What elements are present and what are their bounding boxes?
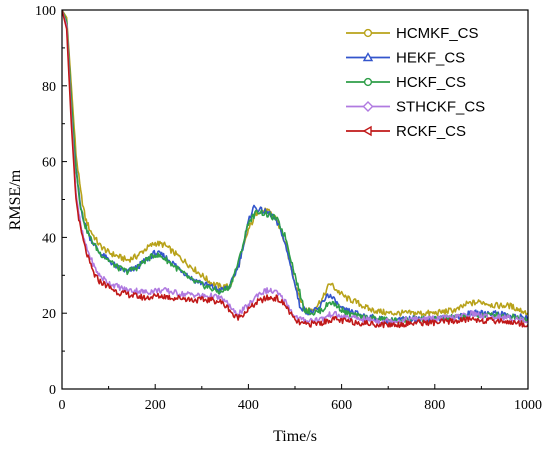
series-layer: [62, 10, 528, 329]
x-tick-label: 1000: [514, 398, 542, 413]
legend-marker: [362, 125, 372, 137]
y-tick-labels: 0 20 40 60 80 100: [35, 4, 56, 398]
legend-entry: STHCKF_CS: [346, 99, 485, 116]
legend-label: HEKF_CS: [396, 50, 465, 67]
legend-entry: RCKF_CS: [346, 123, 466, 140]
y-axis-title: RMSE/m: [7, 169, 24, 230]
legend-marker: [362, 52, 374, 62]
y-tick-label: 0: [49, 383, 56, 398]
y-tick-label: 60: [42, 156, 56, 171]
legend-entry: HEKF_CS: [346, 50, 465, 67]
legend-label: HCMKF_CS: [396, 25, 479, 42]
legend-label: HCKF_CS: [396, 74, 466, 91]
y-tick-label: 100: [35, 4, 56, 19]
legend-marker: [362, 101, 374, 112]
x-axis-title: Time/s: [273, 428, 317, 445]
series-line-sthckf-cs: [62, 10, 528, 325]
x-tick-label: 800: [424, 398, 445, 413]
x-tick-label: 400: [238, 398, 259, 413]
legend-label: STHCKF_CS: [396, 99, 485, 116]
y-tick-label: 80: [42, 80, 56, 95]
x-tick-label: 600: [331, 398, 352, 413]
legend-label: RCKF_CS: [396, 123, 466, 140]
legend-entry: HCMKF_CS: [346, 25, 479, 42]
axis-ticks: [61, 9, 529, 390]
y-tick-label: 20: [42, 307, 56, 322]
y-tick-label: 40: [42, 231, 56, 246]
x-tick-label: 200: [145, 398, 166, 413]
series-line-rckf-cs: [62, 10, 528, 329]
legend-marker: [363, 28, 373, 38]
x-tick-label: 0: [59, 398, 66, 413]
x-tick-labels: 0 200 400 600 800 1000: [59, 398, 543, 413]
plot-frame: [61, 9, 529, 390]
legend: HCMKF_CS HEKF_CS HCKF_CS STHCKF_CS RCKF_CS: [346, 25, 485, 140]
legend-entry: HCKF_CS: [346, 74, 466, 91]
legend-marker: [363, 77, 373, 87]
